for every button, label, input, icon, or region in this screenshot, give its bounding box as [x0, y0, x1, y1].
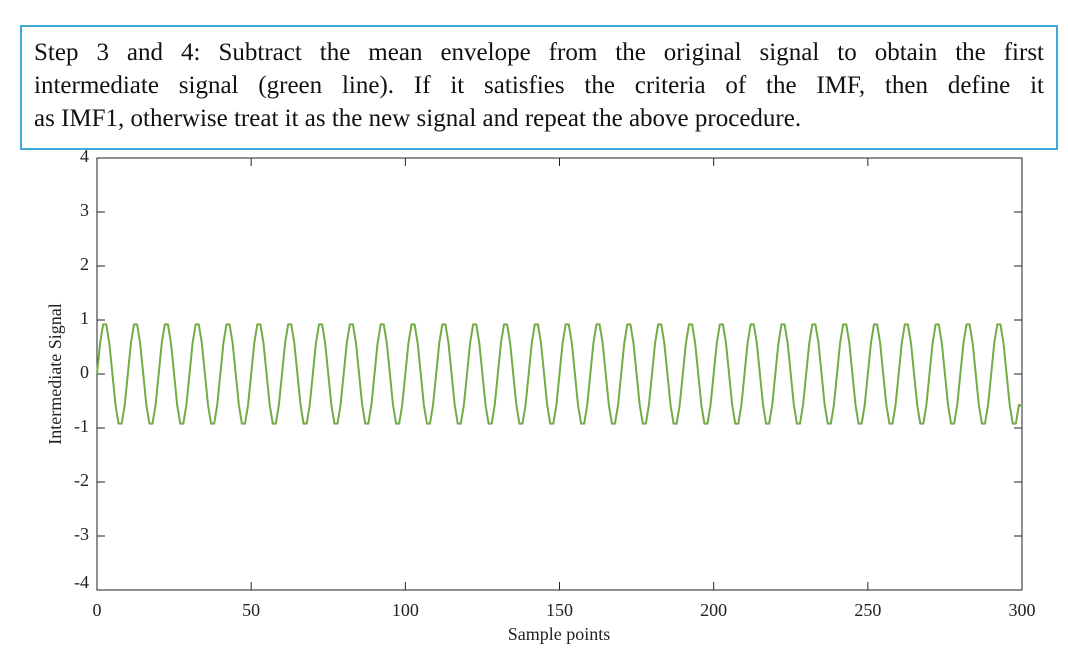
annotation-line: as IMF1, otherwise treat it as the new s… — [34, 105, 802, 132]
annotation-line: Step 3 and 4: Subtract the mean envelope… — [34, 39, 1044, 66]
y-tick-label: -1 — [74, 416, 89, 436]
x-axis-label: Sample points — [508, 624, 611, 644]
annotation-box: Step 3 and 4: Subtract the mean envelope… — [20, 25, 1058, 150]
y-tick-label: 4 — [80, 146, 89, 166]
y-tick-label: 1 — [80, 308, 89, 328]
y-tick-label: -3 — [74, 524, 89, 544]
x-tick-label: 0 — [93, 600, 102, 620]
y-tick-label: 3 — [80, 200, 89, 220]
x-tick-label: 100 — [392, 600, 419, 620]
x-tick-label: 300 — [1009, 600, 1036, 620]
x-tick-label: 50 — [242, 600, 260, 620]
signal-line — [96, 323, 1023, 425]
y-tick-label: -2 — [74, 470, 89, 490]
x-tick-label: 150 — [546, 600, 573, 620]
x-tick-label: 200 — [700, 600, 727, 620]
y-tick-label: 2 — [80, 254, 89, 274]
y-tick-label: 0 — [80, 362, 89, 382]
y-tick-label: -4 — [74, 572, 89, 592]
annotation-line: intermediate signal (green line). If it … — [34, 72, 1044, 99]
x-tick-label: 250 — [854, 600, 881, 620]
y-axis-label: Intermediate Signal — [45, 303, 65, 444]
